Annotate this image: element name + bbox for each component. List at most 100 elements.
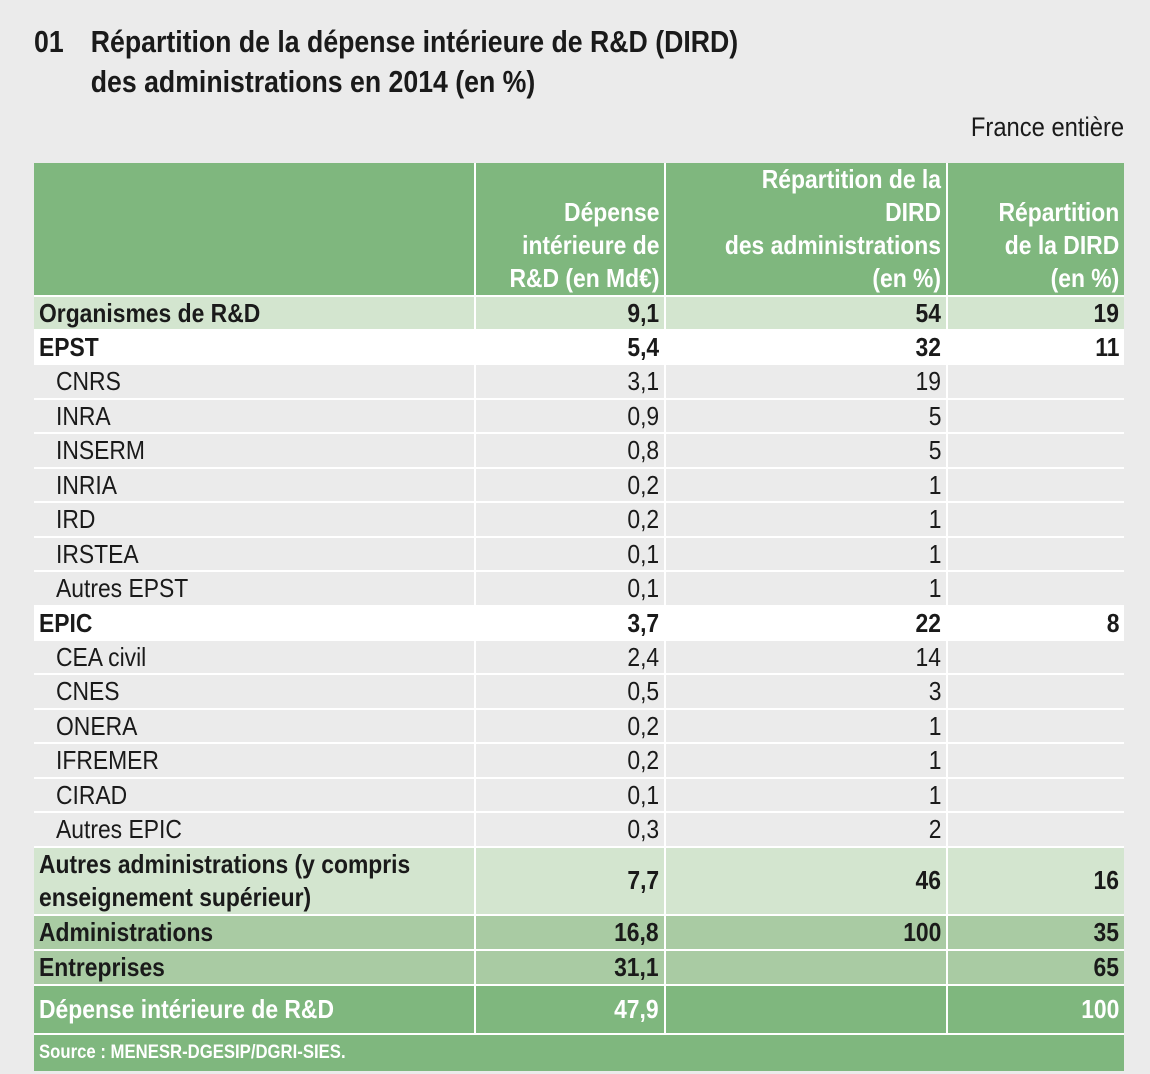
row-label-cell: Autres administrations (y compris enseig… [34,845,476,915]
row-label-text: CNRS [56,366,121,397]
share-admin-dird-cell: 1 [664,776,948,812]
row-label-cell: IFREMER [34,742,476,778]
title-line-1: Répartition de la dépense intérieure de … [90,24,739,59]
share-dird-cell [946,570,1124,606]
share-dird-cell [946,638,1124,674]
table-row: IRD 0,2 1 [34,501,1124,537]
share-admin-dird-cell: 19 [664,363,948,399]
share-admin-dird-text: 14 [915,641,941,672]
expenditure-md-eur-text: 0,1 [627,538,659,569]
row-label-cell: Organismes de R&D [34,295,476,330]
expenditure-md-eur-cell: 0,1 [474,776,666,812]
column-header-row-label [34,163,476,296]
table-row: INRIA 0,2 1 [34,466,1124,502]
expenditure-md-eur-cell: 31,1 [474,948,666,985]
share-dird-cell [946,432,1124,468]
row-label-cell: CIRAD [34,776,476,812]
share-admin-dird-text: 22 [915,607,941,638]
row-label-text: IRSTEA [56,538,139,569]
expenditure-md-eur-text: 3,1 [627,366,659,397]
expenditure-md-eur-text: 3,7 [627,607,659,638]
row-label-text: Administrations [39,917,214,947]
row-label-text: CIRAD [56,779,128,810]
table-row: CNRS 3,1 19 [34,363,1124,399]
share-admin-dird-text: 1 [928,710,941,741]
row-label-cell: EPIC [34,604,476,640]
share-admin-dird-cell: 1 [664,501,948,537]
table-row: INRA 0,9 5 [34,397,1124,433]
row-label-text: Autres administrations (y compris enseig… [39,848,411,912]
row-label-text: CNES [56,676,120,707]
expenditure-md-eur-cell: 0,1 [474,570,666,606]
expenditure-md-eur-cell: 0,2 [474,707,666,743]
expenditure-md-eur-cell: 3,7 [474,604,666,640]
share-admin-dird-text: 1 [928,504,941,535]
row-label-text: Dépense intérieure de R&D [39,994,334,1024]
expenditure-md-eur-cell: 0,5 [474,673,666,709]
share-admin-dird-cell: 14 [664,638,948,674]
row-label-cell: INSERM [34,432,476,468]
share-admin-dird-cell: 46 [664,845,948,915]
column-header-share-admin-dird-text: Répartition de la DIRD des administratio… [724,164,941,293]
row-label-cell: EPST [34,329,476,364]
share-admin-dird-cell [664,948,948,985]
expenditure-md-eur-cell: 5,4 [474,329,666,364]
expenditure-md-eur-text: 0,5 [627,676,659,707]
share-dird-cell: 65 [946,948,1124,985]
share-dird-text: 19 [1093,298,1119,328]
table-row: IRSTEA 0,1 1 [34,535,1124,571]
expenditure-md-eur-cell: 0,8 [474,432,666,468]
expenditure-md-eur-cell: 0,2 [474,742,666,778]
table-row: CIRAD 0,1 1 [34,776,1124,812]
share-dird-cell [946,811,1124,847]
table-row: EPIC 3,7 22 8 [34,604,1124,640]
row-label-text: IRD [56,504,96,535]
expenditure-md-eur-text: 47,9 [614,994,659,1024]
share-dird-cell: 19 [946,295,1124,330]
share-dird-text: 35 [1093,917,1119,947]
row-label-text: INSERM [56,435,145,466]
table-row: Organismes de R&D 9,1 54 19 [34,295,1124,330]
table-row: Entreprises 31,1 65 [34,948,1124,985]
row-label-text: EPST [39,332,99,362]
row-label-text: ONERA [56,710,138,741]
share-dird-cell [946,742,1124,778]
share-admin-dird-text: 54 [915,298,941,328]
expenditure-md-eur-text: 0,3 [627,814,659,845]
share-dird-cell [946,501,1124,537]
expenditure-md-eur-text: 5,4 [627,332,659,362]
share-dird-cell: 16 [946,845,1124,915]
share-admin-dird-cell: 1 [664,535,948,571]
table-row: IFREMER 0,2 1 [34,742,1124,778]
table-row: Dépense intérieure de R&D 47,9 100 [34,983,1124,1034]
table-row: Autres EPST 0,1 1 [34,570,1124,606]
source-note: Source : MENESR-DGESIP/DGRI-SIES. [34,1032,1124,1071]
expenditure-md-eur-cell: 47,9 [474,983,666,1034]
share-admin-dird-text: 1 [928,538,941,569]
column-header-share-admin-dird: Répartition de la DIRD des administratio… [664,163,948,296]
table-row: EPST 5,4 32 11 [34,329,1124,364]
table-row: Autres administrations (y compris enseig… [34,845,1124,915]
share-admin-dird-cell: 1 [664,570,948,606]
expenditure-md-eur-text: 0,9 [627,400,659,431]
expenditure-md-eur-text: 0,2 [627,710,659,741]
share-dird-cell [946,363,1124,399]
share-dird-cell [946,466,1124,502]
share-admin-dird-cell: 1 [664,707,948,743]
share-admin-dird-text: 2 [928,814,941,845]
rd-expenditure-table: Dépense intérieure de R&D (en Md€) Répart… [34,163,1124,1071]
share-dird-cell [946,673,1124,709]
row-label-cell: CNRS [34,363,476,399]
row-label-cell: INRA [34,397,476,433]
share-admin-dird-cell: 2 [664,811,948,847]
row-label-cell: Autres EPST [34,570,476,606]
share-admin-dird-text: 19 [915,366,941,397]
share-admin-dird-text: 46 [915,865,941,895]
expenditure-md-eur-text: 0,2 [627,469,659,500]
share-admin-dird-text: 3 [928,676,941,707]
expenditure-md-eur-text: 16,8 [614,917,659,947]
source-note-text: Source : MENESR-DGESIP/DGRI-SIES. [39,1041,346,1063]
row-label-cell: Dépense intérieure de R&D [34,983,476,1034]
row-label-cell: IRD [34,501,476,537]
figure-number: 01 [34,24,64,59]
